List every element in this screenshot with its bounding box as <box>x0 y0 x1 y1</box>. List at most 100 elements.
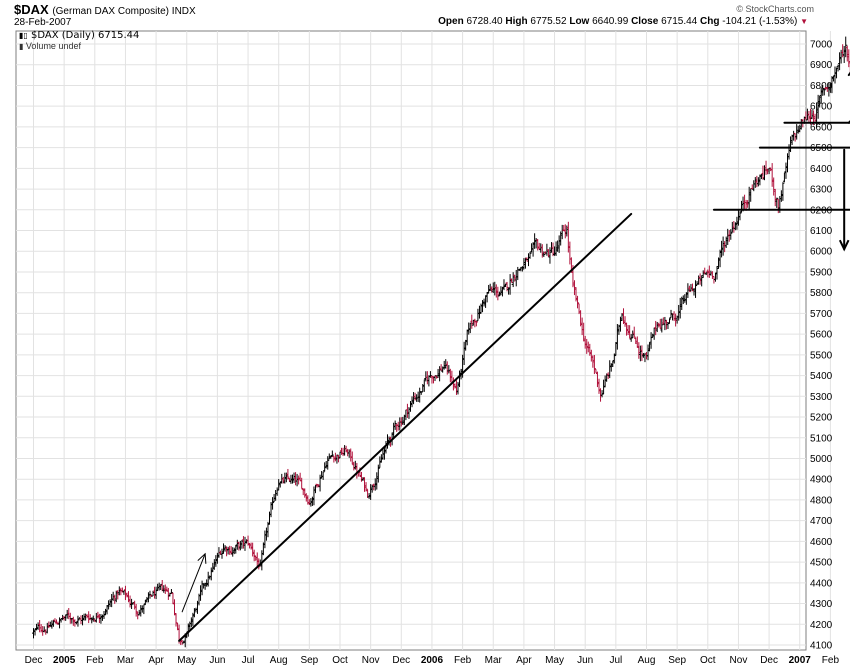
ohlc-bar <box>91 615 95 622</box>
y-tick-label: 6800 <box>810 81 833 92</box>
arrowhead <box>197 552 207 564</box>
ohlc-bar <box>47 621 51 629</box>
y-tick-label: 6100 <box>810 226 833 237</box>
y-tick-label: 4900 <box>810 475 833 486</box>
x-tick-label: Dec <box>760 655 778 666</box>
x-axis-ticks: Dec 2005 Feb Mar Apr May Jun Jul Aug Sep Oct Nov Dec… <box>25 655 840 666</box>
x-tick-label: Aug <box>270 655 288 666</box>
ohlc-bar <box>364 482 368 492</box>
x-tick-label: Feb <box>454 655 472 666</box>
y-tick-label: 6300 <box>810 185 833 196</box>
chg-label: Chg <box>700 16 720 27</box>
open-value: 6728.40 <box>466 16 503 27</box>
ohlc-bar <box>321 471 325 480</box>
x-tick-label: Aug <box>638 655 656 666</box>
x-tick-label: Mar <box>485 655 503 666</box>
close-label: Close <box>631 16 659 27</box>
y-tick-label: 5800 <box>810 288 833 299</box>
ohlc-bar <box>729 229 733 240</box>
x-tick-label: Apr <box>516 655 532 666</box>
x-tick-label: 2005 <box>53 655 76 666</box>
series-legend: ▮▯ $DAX (Daily) 6715.44 <box>19 31 139 41</box>
price-bars <box>32 36 850 648</box>
y-tick-label: 6600 <box>810 122 833 133</box>
y-tick-label: 4100 <box>810 641 833 652</box>
x-tick-label: Oct <box>700 655 716 666</box>
y-axis-ticks: 4100 4200 4300 4400 4500 4600 4700 4800 4900 5000… <box>810 40 833 652</box>
y-tick-label: 4400 <box>810 578 833 589</box>
ohlc-bar <box>505 281 509 292</box>
x-tick-label: May <box>545 655 564 666</box>
y-tick-label: 4500 <box>810 558 833 569</box>
close-value: 6715.44 <box>661 16 698 27</box>
ohlc-bar <box>738 211 742 221</box>
symbol-ticker: $DAX <box>14 2 49 17</box>
ohlc-bar <box>822 88 826 96</box>
ohlc-bar <box>669 309 673 319</box>
y-tick-label: 6400 <box>810 164 833 175</box>
low-value: 6640.99 <box>592 16 629 27</box>
ohlc-bar <box>376 464 380 483</box>
ohlc-bar <box>148 590 152 599</box>
ohlc-bar <box>632 326 636 338</box>
y-tick-label: 5500 <box>810 350 833 361</box>
ohlc-bar <box>687 285 691 292</box>
chart-date: 28-Feb-2007 <box>14 17 72 28</box>
volume-legend: ▮ Volume undef <box>19 42 81 51</box>
x-tick-label: Sep <box>300 655 318 666</box>
x-tick-label: Feb <box>822 655 840 666</box>
ohlc-bar <box>330 450 334 458</box>
x-tick-label: Dec <box>25 655 43 666</box>
series-legend-label: $DAX (Daily) 6715.44 <box>31 30 140 41</box>
x-tick-label: Jul <box>242 655 255 666</box>
y-tick-label: 5100 <box>810 433 833 444</box>
arrowhead <box>838 239 850 252</box>
x-tick-label: Apr <box>148 655 164 666</box>
y-tick-label: 6900 <box>810 60 833 71</box>
ohlc-bar <box>76 615 80 627</box>
y-tick-label: 5700 <box>810 309 833 320</box>
x-tick-label: Nov <box>730 655 748 666</box>
y-tick-label: 6700 <box>810 102 833 113</box>
ohlc-bar <box>775 197 779 208</box>
x-tick-label: Nov <box>362 655 380 666</box>
volume-legend-label: Volume undef <box>25 41 81 51</box>
y-tick-label: 5300 <box>810 392 833 403</box>
x-tick-label: Mar <box>117 655 135 666</box>
ohlc-bar <box>528 251 532 259</box>
stockcharts-credit: © StockCharts.com <box>736 4 814 14</box>
y-tick-label: 4300 <box>810 599 833 610</box>
y-tick-label: 5200 <box>810 413 833 424</box>
x-tick-label: Dec <box>392 655 410 666</box>
arrow-annotation <box>181 553 206 613</box>
high-label: High <box>505 16 528 27</box>
x-tick-label: May <box>177 655 196 666</box>
symbol-description: (German DAX Composite) INDX <box>52 6 196 17</box>
x-tick-label: Feb <box>86 655 104 666</box>
low-label: Low <box>569 16 590 27</box>
ohlc-bar <box>694 280 698 298</box>
ohlc-bar <box>542 251 546 258</box>
trend-line <box>178 212 633 642</box>
x-tick-label: 2007 <box>789 655 812 666</box>
ohlc-bar <box>576 295 580 309</box>
ohlc-bar <box>592 354 596 375</box>
drawn-annotations <box>178 71 850 642</box>
ohlc-bar <box>300 477 304 489</box>
ohlc-bar <box>393 420 397 430</box>
y-tick-label: 5000 <box>810 454 833 465</box>
ohlc-bar <box>781 182 785 201</box>
x-tick-label: 2006 <box>421 655 444 666</box>
ohlc-bar <box>271 497 275 510</box>
x-tick-label: Jun <box>577 655 593 666</box>
ohlc-legend-icon: ▮▯ <box>19 31 28 40</box>
ohlc-bar <box>667 318 671 325</box>
ohlc-bar <box>326 456 330 470</box>
ohlc-bar <box>821 84 825 96</box>
y-tick-label: 4600 <box>810 537 833 548</box>
ohlc-bar <box>474 320 478 327</box>
chart-symbol: $DAX (German DAX Composite) INDX <box>14 3 196 17</box>
ohlc-bar <box>286 468 290 480</box>
x-tick-label: Oct <box>332 655 348 666</box>
